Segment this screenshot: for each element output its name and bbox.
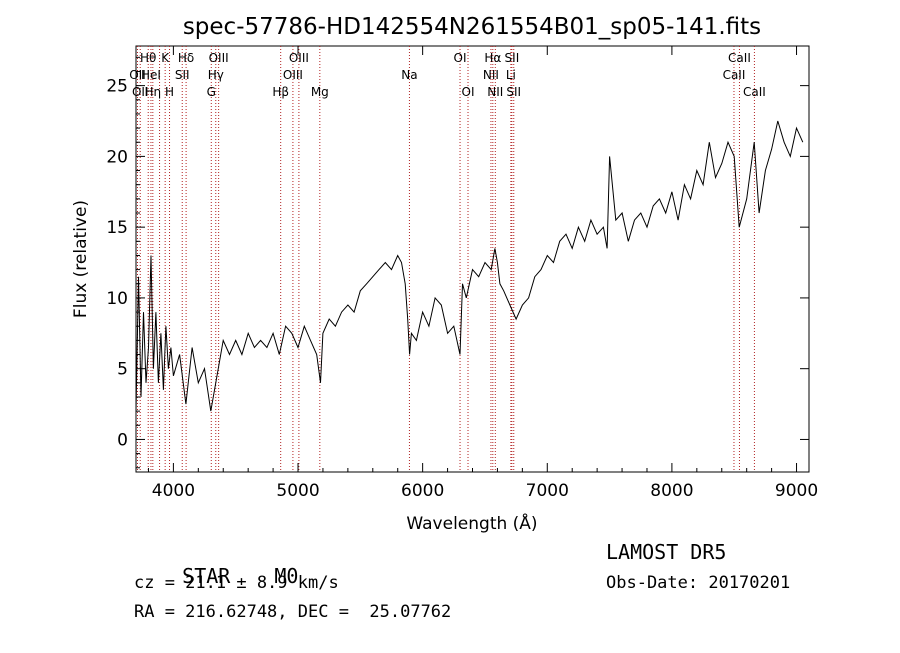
y-tick-label-4: 20 bbox=[106, 147, 128, 167]
y-tick-label-3: 15 bbox=[106, 218, 128, 238]
line-label-15: OIII bbox=[289, 51, 309, 65]
class-value: STAR bbox=[182, 564, 231, 588]
line-label-16: Mg bbox=[311, 85, 329, 99]
survey-name: LAMOST DR5 bbox=[606, 540, 727, 564]
line-label-9: Hδ bbox=[178, 51, 194, 65]
y-tick-label-2: 10 bbox=[106, 289, 128, 309]
line-label-19: OI bbox=[462, 85, 475, 99]
line-label-4: Hη bbox=[145, 85, 162, 99]
line-label-25: SII bbox=[506, 85, 521, 99]
obs-date: Obs-Date: 20170201 bbox=[606, 573, 791, 593]
x-tick-label-4: 8000 bbox=[650, 481, 693, 501]
line-label-0: OII bbox=[129, 68, 146, 82]
line-label-24: SII bbox=[505, 51, 520, 65]
line-label-2: Hθ bbox=[140, 51, 156, 65]
x-axis-label: Wavelength (Å) bbox=[406, 512, 537, 534]
line-label-7: H bbox=[165, 85, 174, 99]
y-tick-label-0: 0 bbox=[117, 430, 128, 450]
cz-text: cz = 21.1 ± 8.9 km/s bbox=[134, 573, 339, 593]
subclass-value: M0 bbox=[274, 564, 299, 588]
spectral-class: STAR M0 bbox=[134, 540, 298, 612]
line-label-22: NII bbox=[487, 85, 503, 99]
x-tick-label-2: 6000 bbox=[401, 481, 444, 501]
line-label-11: Hγ bbox=[208, 68, 224, 82]
line-label-17: Na bbox=[401, 68, 417, 82]
x-axis-ticks: 4000 5000 6000 7000 8000 9000 bbox=[147, 46, 818, 501]
y-tick-label-1: 5 bbox=[117, 360, 128, 380]
ra-dec-text: RA = 216.62748, DEC = 25.07762 bbox=[134, 602, 452, 622]
line-label-3: HeI bbox=[141, 68, 161, 82]
x-tick-label-3: 7000 bbox=[526, 481, 569, 501]
x-tick-label-0: 4000 bbox=[152, 481, 195, 501]
y-axis-ticks: 0 5 10 15 20 25 bbox=[106, 56, 809, 469]
line-label-13: Hβ bbox=[272, 85, 289, 99]
emission-line-markers bbox=[136, 46, 755, 472]
y-tick-label-5: 25 bbox=[106, 77, 128, 97]
line-label-20: NII bbox=[483, 68, 499, 82]
emission-line-labels: OIIOIIHθHeIHηKHSIIHδGHγOIIIHβOIIIOIIIMgN… bbox=[129, 51, 766, 99]
line-label-6: K bbox=[161, 51, 170, 65]
x-tick-label-5: 9000 bbox=[775, 481, 818, 501]
y-axis-label: Flux (relative) bbox=[71, 200, 91, 318]
plot-frame bbox=[135, 45, 810, 473]
line-label-10: G bbox=[207, 85, 216, 99]
line-label-8: SII bbox=[175, 68, 190, 82]
line-label-27: CaII bbox=[728, 51, 751, 65]
line-label-14: OIII bbox=[283, 68, 303, 82]
x-tick-label-1: 5000 bbox=[276, 481, 319, 501]
line-label-21: Hα bbox=[484, 51, 501, 65]
line-label-26: CaII bbox=[723, 68, 746, 82]
line-label-28: CaII bbox=[743, 85, 766, 99]
line-label-1: OII bbox=[132, 85, 149, 99]
line-label-18: OI bbox=[454, 51, 467, 65]
chart-title: spec-57786-HD142554N261554B01_sp05-141.f… bbox=[183, 14, 761, 40]
spectrum-series-line bbox=[135, 120, 804, 412]
line-label-12: OIII bbox=[209, 51, 229, 65]
line-label-23: Li bbox=[506, 68, 516, 82]
